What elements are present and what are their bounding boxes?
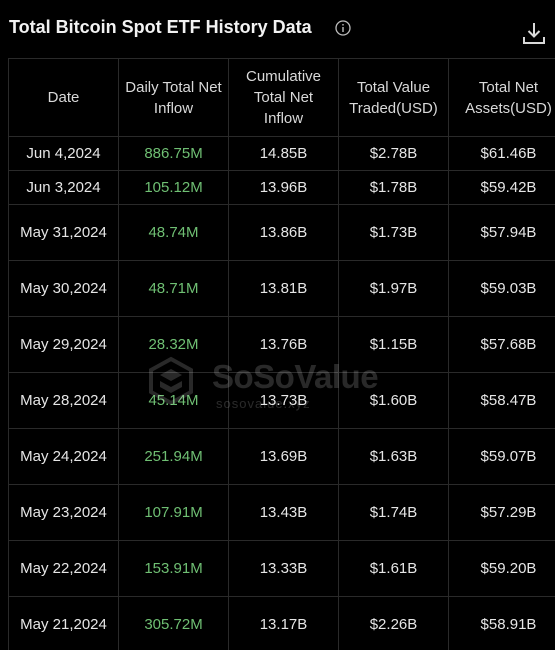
column-header-cumulative-inflow[interactable]: Cumulative Total Net Inflow <box>228 58 339 137</box>
cell-daily-inflow: 305.72M <box>118 596 229 650</box>
table-row: May 30,2024 48.71M 13.81B $1.97B $59.03B <box>8 260 555 317</box>
table-header-row: Date Daily Total Net Inflow Cumulative T… <box>8 58 555 137</box>
page-header: Total Bitcoin Spot ETF History Data <box>0 0 555 58</box>
table-row: Jun 3,2024 105.12M 13.96B $1.78B $59.42B <box>8 170 555 205</box>
cell-assets: $57.29B <box>448 484 555 541</box>
table-row: Jun 4,2024 886.75M 14.85B $2.78B $61.46B <box>8 136 555 171</box>
cell-traded: $1.60B <box>338 372 449 429</box>
cell-daily-inflow: 886.75M <box>118 136 229 171</box>
cell-daily-inflow: 105.12M <box>118 170 229 205</box>
info-circle-icon[interactable] <box>335 20 351 36</box>
cell-traded: $1.73B <box>338 204 449 261</box>
cell-traded: $1.74B <box>338 484 449 541</box>
table-row: May 22,2024 153.91M 13.33B $1.61B $59.20… <box>8 540 555 597</box>
cell-cumulative: 13.17B <box>228 596 339 650</box>
cell-cumulative: 13.73B <box>228 372 339 429</box>
cell-assets: $59.20B <box>448 540 555 597</box>
cell-traded: $1.78B <box>338 170 449 205</box>
cell-date: May 28,2024 <box>8 372 119 429</box>
cell-date: May 22,2024 <box>8 540 119 597</box>
cell-daily-inflow: 48.71M <box>118 260 229 317</box>
cell-assets: $59.03B <box>448 260 555 317</box>
cell-cumulative: 14.85B <box>228 136 339 171</box>
cell-date: May 21,2024 <box>8 596 119 650</box>
table-row: May 24,2024 251.94M 13.69B $1.63B $59.07… <box>8 428 555 485</box>
column-header-net-assets[interactable]: Total Net Assets(USD) <box>448 58 555 137</box>
cell-daily-inflow: 153.91M <box>118 540 229 597</box>
cell-traded: $1.97B <box>338 260 449 317</box>
cell-date: May 24,2024 <box>8 428 119 485</box>
cell-daily-inflow: 28.32M <box>118 316 229 373</box>
cell-cumulative: 13.76B <box>228 316 339 373</box>
cell-date: May 29,2024 <box>8 316 119 373</box>
etf-history-table-container[interactable]: Date Daily Total Net Inflow Cumulative T… <box>8 58 555 650</box>
cell-traded: $1.63B <box>338 428 449 485</box>
table-row: May 23,2024 107.91M 13.43B $1.74B $57.29… <box>8 484 555 541</box>
cell-cumulative: 13.33B <box>228 540 339 597</box>
etf-history-table: Date Daily Total Net Inflow Cumulative T… <box>8 58 555 650</box>
table-row: May 31,2024 48.74M 13.86B $1.73B $57.94B <box>8 204 555 261</box>
column-header-date[interactable]: Date <box>8 58 119 137</box>
cell-assets: $58.91B <box>448 596 555 650</box>
table-row: May 21,2024 305.72M 13.17B $2.26B $58.91… <box>8 596 555 650</box>
cell-cumulative: 13.69B <box>228 428 339 485</box>
cell-daily-inflow: 45.14M <box>118 372 229 429</box>
cell-assets: $57.68B <box>448 316 555 373</box>
table-row: May 29,2024 28.32M 13.76B $1.15B $57.68B <box>8 316 555 373</box>
cell-assets: $59.42B <box>448 170 555 205</box>
cell-cumulative: 13.43B <box>228 484 339 541</box>
column-header-daily-inflow[interactable]: Daily Total Net Inflow <box>118 58 229 137</box>
cell-cumulative: 13.81B <box>228 260 339 317</box>
cell-date: Jun 4,2024 <box>8 136 119 171</box>
cell-traded: $2.26B <box>338 596 449 650</box>
cell-assets: $57.94B <box>448 204 555 261</box>
cell-assets: $58.47B <box>448 372 555 429</box>
cell-daily-inflow: 107.91M <box>118 484 229 541</box>
cell-cumulative: 13.96B <box>228 170 339 205</box>
cell-date: May 30,2024 <box>8 260 119 317</box>
cell-traded: $1.15B <box>338 316 449 373</box>
cell-date: May 31,2024 <box>8 204 119 261</box>
download-icon[interactable] <box>521 20 547 46</box>
cell-daily-inflow: 251.94M <box>118 428 229 485</box>
cell-date: May 23,2024 <box>8 484 119 541</box>
cell-traded: $2.78B <box>338 136 449 171</box>
cell-assets: $61.46B <box>448 136 555 171</box>
page-title: Total Bitcoin Spot ETF History Data <box>9 17 312 37</box>
cell-assets: $59.07B <box>448 428 555 485</box>
column-header-value-traded[interactable]: Total Value Traded(USD) <box>338 58 449 137</box>
cell-daily-inflow: 48.74M <box>118 204 229 261</box>
cell-traded: $1.61B <box>338 540 449 597</box>
table-row: May 28,2024 45.14M 13.73B $1.60B $58.47B <box>8 372 555 429</box>
cell-date: Jun 3,2024 <box>8 170 119 205</box>
cell-cumulative: 13.86B <box>228 204 339 261</box>
